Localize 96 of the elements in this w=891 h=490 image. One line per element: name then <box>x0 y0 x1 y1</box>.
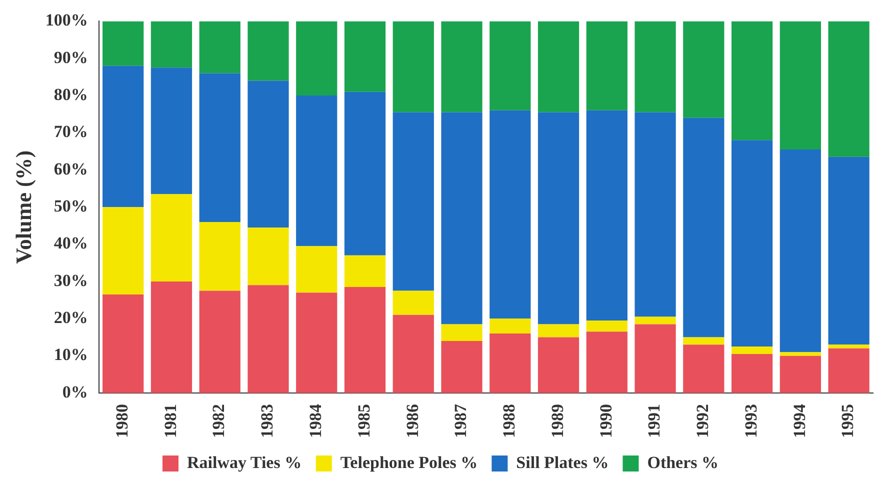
bar <box>586 320 628 332</box>
y-tick-label: 20% <box>54 308 88 328</box>
bar <box>828 156 870 345</box>
bar <box>199 222 240 291</box>
x-tick-label: 1982 <box>209 404 228 438</box>
bar <box>634 324 676 393</box>
x-tick-label: 1987 <box>451 404 470 438</box>
bar <box>392 112 434 291</box>
x-tick-label: 1990 <box>596 404 616 438</box>
x-tick-label: 1984 <box>306 404 326 438</box>
bar <box>586 21 628 110</box>
bar <box>441 340 482 393</box>
y-tick-label: 100% <box>45 10 88 30</box>
bar <box>392 314 434 393</box>
bar <box>731 21 773 140</box>
x-tick-label: 1981 <box>160 404 180 438</box>
legend-label: Sill Plates % <box>516 452 609 472</box>
bar <box>780 21 821 150</box>
y-axis-title: Volume (%) <box>10 150 36 264</box>
bar <box>102 294 144 393</box>
x-tick-label: 1991 <box>644 404 664 438</box>
legend-label: Railway Ties % <box>186 452 302 472</box>
bar <box>344 255 386 288</box>
bar <box>441 112 482 324</box>
bar <box>731 140 773 347</box>
y-tick-label: 30% <box>54 270 88 290</box>
bar <box>248 228 289 286</box>
bar <box>538 337 580 393</box>
bar <box>538 112 580 324</box>
y-tick-label: 80% <box>54 84 88 104</box>
bar <box>586 110 628 320</box>
x-tick-label: 1989 <box>548 404 567 438</box>
bar <box>683 118 724 338</box>
bar <box>634 112 676 317</box>
bar <box>150 281 192 393</box>
bar <box>828 344 870 348</box>
x-tick-label: 1993 <box>741 404 760 438</box>
y-tick-label: 70% <box>54 122 88 142</box>
bar <box>490 318 531 334</box>
x-tick-label: 1985 <box>354 404 374 438</box>
bar <box>102 21 144 66</box>
bar <box>731 354 773 393</box>
x-tick-label: 1992 <box>693 404 712 438</box>
x-tick-label: 1988 <box>500 404 519 438</box>
bar <box>780 356 821 393</box>
x-tick-label: 1980 <box>112 404 132 438</box>
bar <box>102 66 144 208</box>
bar <box>296 246 338 293</box>
bar <box>296 21 338 96</box>
bar <box>683 337 724 345</box>
bar <box>199 21 240 74</box>
bar <box>248 21 289 81</box>
bar <box>344 21 386 92</box>
bar <box>150 194 192 282</box>
bar <box>248 80 289 228</box>
bar <box>102 207 144 294</box>
y-tick-label: 90% <box>54 48 88 67</box>
bar <box>490 334 531 393</box>
bar <box>199 290 240 393</box>
bar <box>828 348 870 393</box>
x-tick-label: 1995 <box>838 404 858 438</box>
bar <box>586 332 628 393</box>
y-tick-label: 0% <box>62 382 88 402</box>
bar <box>150 68 192 194</box>
bar <box>490 110 531 319</box>
bar <box>344 92 386 256</box>
bar <box>634 316 676 324</box>
bar <box>248 285 289 393</box>
legend-label: Others % <box>647 452 719 472</box>
bar <box>199 73 240 222</box>
bar <box>828 21 870 157</box>
legend-label: Telephone Poles % <box>340 452 478 472</box>
bar <box>683 21 724 118</box>
bar <box>296 292 338 393</box>
bar <box>441 324 482 341</box>
bar <box>392 290 434 315</box>
bar <box>780 149 821 352</box>
bar <box>683 344 724 393</box>
bar <box>296 96 338 246</box>
bar <box>780 352 821 356</box>
bar <box>538 21 580 112</box>
bar <box>441 21 482 112</box>
bar <box>731 346 773 354</box>
y-tick-label: 60% <box>54 159 88 178</box>
y-tick-label: 40% <box>54 234 88 253</box>
y-tick-label: 10% <box>54 345 88 364</box>
x-tick-label: 1986 <box>402 404 422 438</box>
bar <box>392 21 434 112</box>
bar <box>150 21 192 68</box>
bar <box>538 324 580 338</box>
bar <box>490 21 531 110</box>
bar <box>634 21 676 112</box>
x-tick-label: 1994 <box>790 404 809 438</box>
bar <box>344 287 386 393</box>
x-tick-label: 1983 <box>258 404 277 438</box>
y-tick-label: 50% <box>54 196 88 216</box>
